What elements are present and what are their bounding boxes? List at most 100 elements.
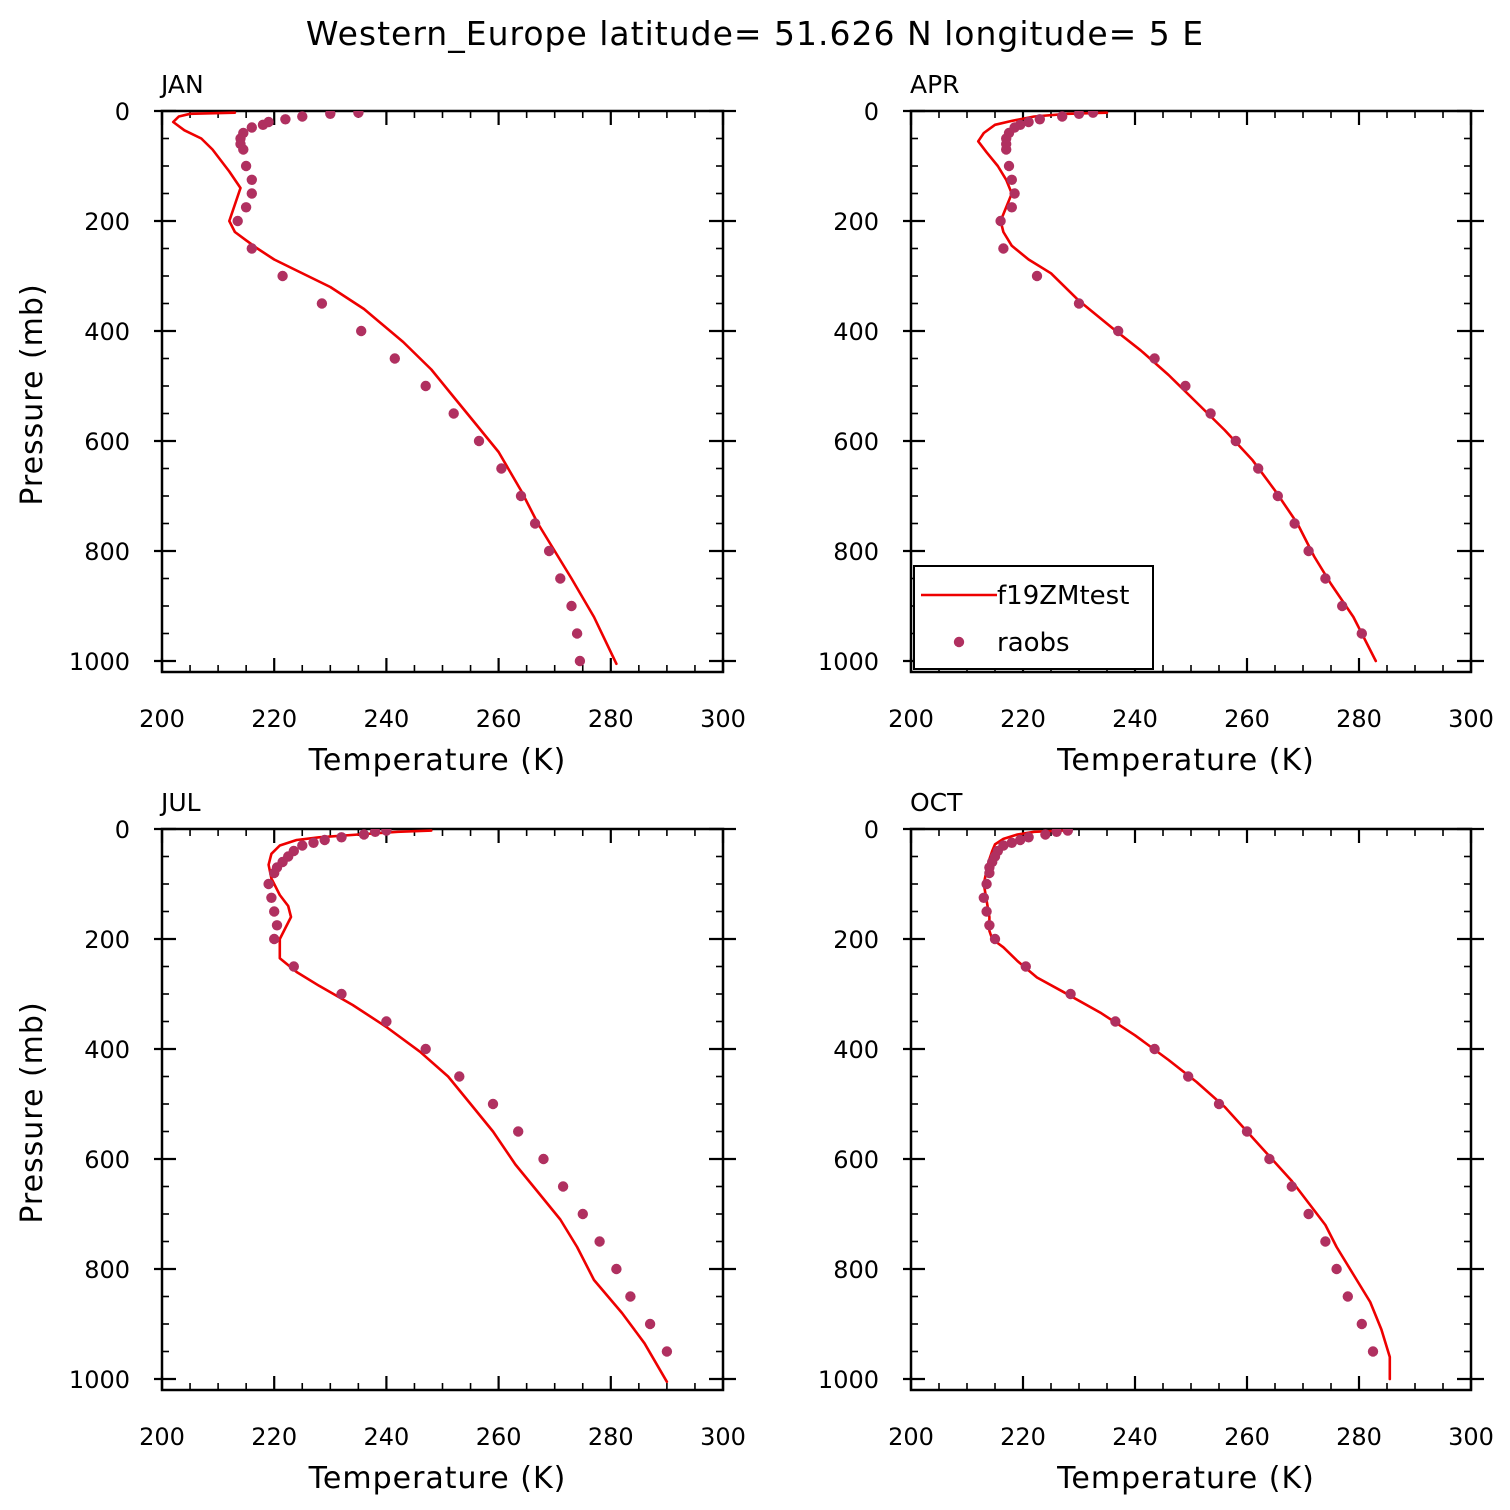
obs-point	[1034, 114, 1046, 125]
y-tick-label: 800	[833, 538, 879, 566]
obs-point	[448, 408, 459, 419]
obs-point	[984, 867, 995, 879]
obs-point	[557, 1181, 569, 1192]
obs-point	[263, 878, 274, 890]
obs-point	[989, 933, 1001, 945]
obs-point	[246, 122, 257, 133]
panels: JAN 0 200 400 600 800 1000 200 220 240 260 280 300 Te…	[15, 70, 1494, 1496]
obs-point	[1356, 1318, 1368, 1330]
obs-point	[269, 906, 280, 917]
obs-point	[1367, 1346, 1379, 1357]
obs-point	[1303, 1208, 1314, 1220]
obs-point	[308, 837, 319, 848]
obs-point	[1253, 463, 1264, 474]
obs-point	[381, 1016, 392, 1027]
obs-point	[644, 1318, 656, 1330]
obs-point	[246, 243, 257, 254]
x-tick-label: 200	[888, 1423, 934, 1451]
obs-point	[389, 353, 400, 364]
y-tick-label: 0	[115, 816, 130, 844]
x-tick-label: 260	[1224, 1423, 1270, 1451]
obs-point	[1062, 829, 1073, 836]
x-axis-label: Temperature (K)	[308, 1461, 567, 1496]
x-tick-label: 300	[1448, 705, 1494, 733]
obs-point	[1009, 188, 1020, 199]
x-tick-label: 300	[700, 1423, 746, 1451]
obs-point	[513, 1126, 524, 1137]
obs-point	[1230, 435, 1242, 447]
obs-point	[356, 325, 367, 337]
obs-point	[240, 202, 252, 213]
obs-point	[1023, 832, 1034, 843]
plot-area	[263, 829, 673, 1384]
obs-point	[1205, 408, 1216, 419]
x-tick-label: 220	[1000, 1423, 1046, 1451]
obs-point	[297, 111, 308, 122]
y-tick-label: 200	[833, 208, 879, 236]
obs-point	[420, 380, 431, 392]
obs-point	[454, 1071, 465, 1082]
x-tick-label: 240	[363, 1423, 409, 1451]
panel-jan: JAN 0 200 400 600 800 1000 200 220 240 260 280 300 Te…	[15, 70, 746, 778]
panel-jul: JUL 0 200 400 600 800 1000 200 220 240 260 280 300 Te…	[15, 788, 746, 1496]
x-tick-label: 240	[1112, 705, 1158, 733]
obs-point	[1180, 380, 1191, 392]
panel-label-jan: JAN	[159, 70, 204, 99]
obs-point	[1065, 988, 1076, 1000]
x-tick-label: 220	[251, 705, 297, 733]
figure-title: Western_Europe latitude= 51.626 N longit…	[306, 14, 1204, 53]
obs-point	[1331, 1263, 1342, 1275]
obs-point	[1241, 1126, 1253, 1137]
y-tick-label: 400	[84, 1036, 130, 1064]
x-tick-label: 260	[1224, 705, 1270, 733]
obs-point	[1286, 1181, 1298, 1192]
legend-label-obs: raobs	[997, 628, 1070, 658]
obs-point	[370, 829, 381, 837]
obs-point	[1337, 600, 1348, 612]
legend-label-model: f19ZMtest	[997, 581, 1129, 611]
panel-label-apr: APR	[910, 70, 960, 99]
obs-point	[353, 111, 364, 118]
obs-point	[358, 829, 370, 840]
obs-point	[1289, 518, 1300, 529]
obs-point	[319, 834, 330, 846]
obs-point	[1073, 298, 1085, 309]
obs-point	[981, 878, 992, 890]
obs-point	[269, 933, 280, 945]
x-tick-label: 280	[1336, 705, 1382, 733]
y-tick-label: 600	[84, 1146, 130, 1174]
obs-point	[978, 892, 989, 903]
obs-point	[271, 920, 283, 931]
x-tick-label: 240	[1112, 1423, 1158, 1451]
obs-point	[1015, 834, 1026, 846]
obs-point	[1040, 829, 1051, 840]
series-line-f19ZMtest	[982, 829, 1392, 1381]
y-tick-label: 200	[84, 926, 130, 954]
y-tick-label: 600	[833, 428, 879, 456]
obs-point	[1006, 202, 1017, 213]
obs-point	[1051, 829, 1062, 837]
obs-point	[1149, 353, 1160, 364]
plot-frame	[909, 827, 1473, 1392]
obs-point	[543, 545, 555, 557]
y-tick-label: 1000	[818, 1366, 879, 1394]
y-tick-label: 0	[864, 816, 879, 844]
obs-point	[574, 655, 586, 667]
obs-point	[984, 920, 995, 931]
plot-area	[976, 111, 1378, 663]
obs-point	[336, 988, 347, 1000]
obs-point	[577, 1208, 588, 1220]
x-tick-label: 200	[139, 1423, 185, 1451]
obs-point	[1073, 111, 1085, 119]
obs-point	[238, 144, 249, 155]
y-axis-label: Pressure (mb)	[15, 283, 50, 505]
panel-oct: OCT 0 200 400 600 800 1000 200 220 240 260 280 300 Te…	[818, 788, 1494, 1496]
obs-point	[1006, 174, 1017, 185]
plot-frame	[160, 109, 725, 674]
legend-box	[913, 565, 1154, 670]
obs-point	[625, 1291, 636, 1302]
obs-point	[266, 892, 277, 903]
obs-point	[1213, 1098, 1225, 1110]
obs-point	[277, 270, 288, 282]
y-tick-label: 800	[84, 1256, 130, 1284]
